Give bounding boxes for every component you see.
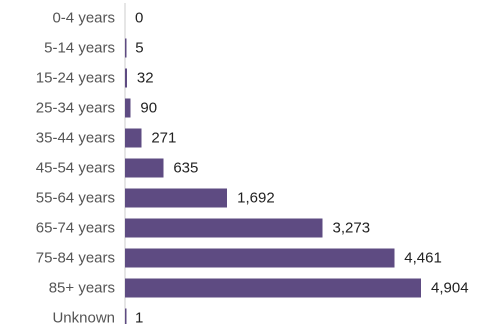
value-label: 1: [135, 310, 143, 324]
bar: [125, 38, 127, 58]
category-label: 35-44 years: [36, 130, 115, 147]
bar: [125, 158, 164, 178]
value-label: 1,692: [237, 190, 275, 207]
bar: [125, 128, 142, 148]
category-label: 65-74 years: [36, 220, 115, 237]
category-label: 45-54 years: [36, 160, 115, 177]
category-label: 15-24 years: [36, 70, 115, 87]
category-label: Unknown: [52, 310, 115, 324]
bar: [125, 188, 228, 208]
value-label: 4,904: [431, 280, 469, 297]
bar-rows: 0-4 years 0 5-14 years 5 15-24 years 32 25-34 …: [36, 10, 469, 324]
category-label: 75-84 years: [36, 250, 115, 267]
bar: [125, 68, 127, 88]
category-label: 5-14 years: [44, 40, 115, 57]
bar: [125, 308, 127, 324]
value-label: 3,273: [333, 220, 371, 237]
category-label: 55-64 years: [36, 190, 115, 207]
bar: [125, 248, 395, 268]
category-label: 85+ years: [49, 280, 115, 297]
value-label: 0: [135, 10, 143, 27]
category-label: 0-4 years: [52, 10, 115, 27]
bar: [125, 218, 323, 238]
bar: [125, 278, 421, 298]
value-label: 271: [151, 130, 176, 147]
value-label: 90: [140, 100, 157, 117]
value-label: 635: [173, 160, 198, 177]
value-label: 5: [135, 40, 143, 57]
value-label: 4,461: [404, 250, 442, 267]
category-label: 25-34 years: [36, 100, 115, 117]
value-label: 32: [137, 70, 154, 87]
bar: [125, 98, 131, 118]
